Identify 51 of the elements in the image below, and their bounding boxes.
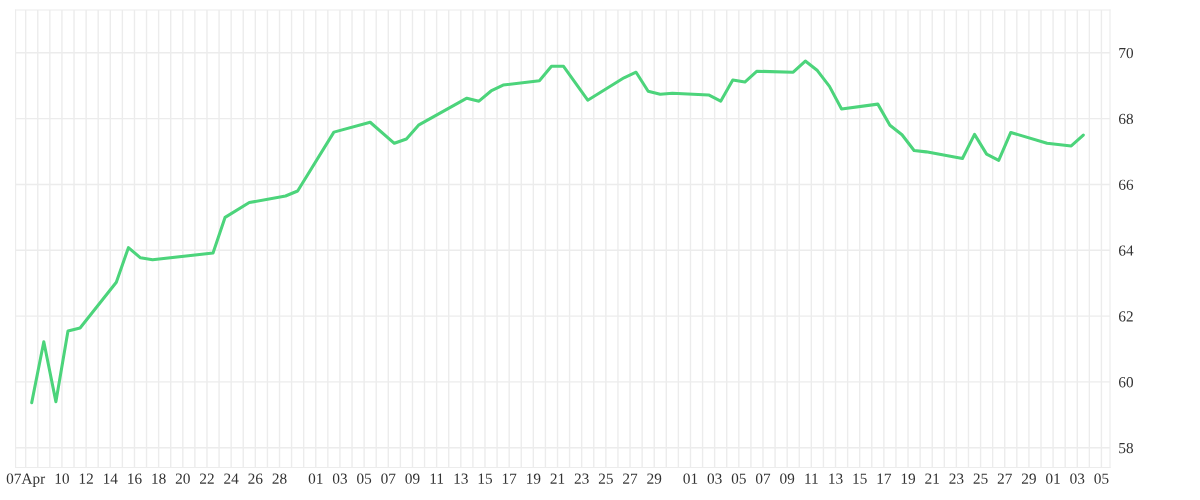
x-tick-label: 01: [1046, 473, 1060, 484]
x-tick-label: 21: [925, 473, 939, 484]
x-tick-label: 14: [103, 473, 118, 484]
x-tick-label: 15: [853, 473, 867, 484]
y-tick-label: 62: [1118, 311, 1133, 322]
x-tick-label: 12: [79, 473, 93, 484]
x-tick-label: 28: [272, 473, 287, 484]
x-tick-label: 10: [55, 473, 69, 484]
x-tick-label: 18: [152, 473, 166, 484]
y-tick-label: 66: [1118, 179, 1134, 190]
x-tick-label: 27: [997, 473, 1012, 484]
x-tick-label: 20: [175, 473, 190, 484]
x-tick-label: 01: [308, 473, 323, 484]
x-tick-label: 22: [200, 473, 214, 484]
x-tick-label: 05: [357, 473, 372, 484]
x-tick-label: 19: [901, 473, 916, 484]
y-tick-label: 60: [1118, 377, 1134, 388]
x-tick-label: 11: [805, 473, 818, 484]
x-tick-label: 29: [647, 473, 662, 484]
x-tick-label: 07Apr: [6, 473, 46, 487]
x-tick-label: 23: [574, 473, 589, 484]
y-tick-label: 64: [1118, 245, 1134, 256]
x-tick-label: 27: [623, 473, 638, 484]
x-tick-label: 25: [598, 473, 613, 484]
x-tick-label: 05: [731, 473, 746, 484]
x-tick-label: 24: [224, 473, 239, 484]
x-tick-label: 07: [755, 473, 771, 484]
x-tick-label: 15: [478, 473, 493, 484]
x-tick-label: 09: [405, 473, 420, 484]
x-tick-label: 23: [949, 473, 964, 484]
x-tick-label: 25: [973, 473, 988, 484]
y-tick-label: 70: [1119, 47, 1134, 59]
y-tick-label: 58: [1119, 442, 1134, 454]
x-tick-label: 17: [877, 473, 892, 484]
x-tick-label: 01: [683, 473, 698, 484]
x-tick-label: 03: [332, 473, 347, 484]
x-tick-label: 21: [550, 473, 565, 484]
x-tick-label: 07: [381, 473, 396, 484]
x-tick-label: 26: [248, 473, 263, 484]
x-tick-label: 16: [128, 473, 142, 484]
x-tick-label: 29: [1021, 473, 1036, 484]
x-tick-label: 05: [1094, 473, 1109, 484]
x-tick-label: 03: [707, 473, 722, 484]
x-tick-label: 13: [829, 473, 843, 484]
x-tick-label: 09: [780, 473, 795, 484]
x-tick-label: 03: [1070, 473, 1085, 484]
x-tick-label: 17: [502, 473, 517, 484]
x-tick-label: 11: [430, 473, 444, 484]
x-tick-label: 13: [454, 473, 468, 484]
x-tick-label: 19: [527, 473, 541, 484]
y-tick-label: 68: [1118, 113, 1134, 125]
